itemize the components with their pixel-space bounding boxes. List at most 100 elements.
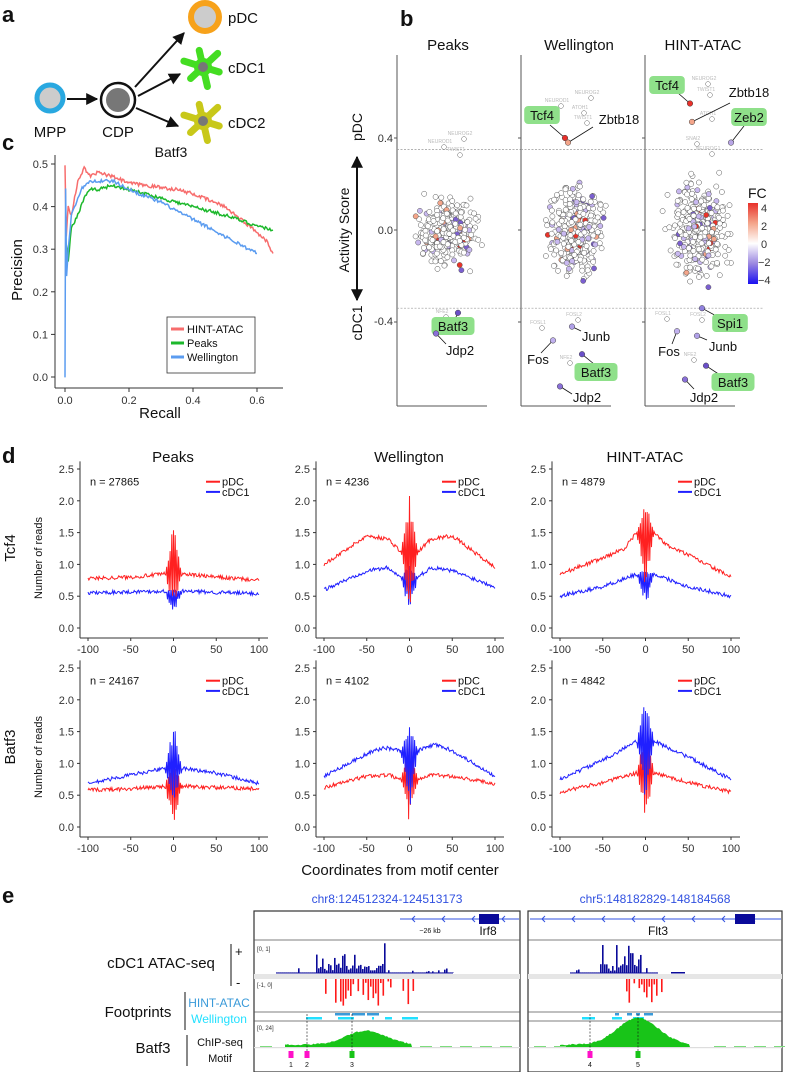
atac-plus-bar: [644, 972, 646, 973]
atac-minus-bar: [643, 979, 646, 993]
tf-point: [544, 222, 550, 229]
tf-point: [580, 196, 587, 203]
profile-plot-batf3-wellington: 0.0 0.5 1.0 1.5 2.0 2.5 -100 -50 0 50 100 n = 4102 p…: [295, 660, 504, 855]
atac-plus-bar: [574, 972, 576, 973]
tf-point: [581, 229, 588, 236]
tf-point: [556, 209, 562, 216]
y-tick-label: 2.0: [531, 695, 546, 707]
atac-minus-bar: [345, 979, 347, 999]
atac-minus-bar: [375, 979, 377, 994]
y-tick-label: 2.5: [295, 663, 310, 675]
tf-point: [688, 170, 695, 177]
tf-point: [420, 250, 426, 257]
tf-point: [716, 220, 723, 227]
hint-atac-label: HINT-ATAC: [188, 996, 250, 1010]
tf-point: [471, 210, 477, 217]
tf-point: [583, 243, 590, 249]
atac-minus-bar: [342, 979, 345, 1006]
atac-plus-bar: [598, 972, 600, 973]
motif-number: 1: [289, 1062, 293, 1069]
tf-point: [429, 237, 436, 243]
tf-point: [436, 243, 443, 250]
gene-label-junb: Junb: [582, 329, 610, 344]
y-tick-label: 0.0: [531, 822, 546, 834]
gene-label-fos: Fos: [658, 344, 680, 359]
panel-label-c: c: [2, 130, 14, 155]
x-tick-label: 50: [210, 644, 222, 656]
chip-scale: [0, 24]: [257, 1026, 274, 1032]
faint-tf-label: FOSL1: [655, 311, 671, 317]
tf-point: [581, 250, 588, 256]
atac-plus-bar: [340, 967, 342, 973]
tf-point: [551, 196, 558, 203]
legend-label: cDC1: [458, 487, 486, 499]
row-title: Batf3: [2, 729, 19, 764]
tf-point: [422, 237, 429, 244]
tf-point: [446, 230, 453, 237]
tf-point: [551, 263, 557, 269]
atac-plus-bar: [320, 966, 322, 973]
legend-label: cDC1: [694, 487, 722, 499]
atac-plus-bar: [304, 972, 306, 973]
atac-plus-bar: [352, 965, 354, 973]
y-tick-0.0: 0.0: [378, 225, 393, 237]
faint-tf-label: NFE2: [436, 309, 449, 315]
atac-plus-bar: [652, 972, 654, 973]
tf-point: [566, 211, 573, 218]
tf-point: [590, 232, 597, 239]
gene-point-jdp2: [432, 330, 440, 337]
y-tick-label: 2.0: [59, 496, 74, 508]
mpp-label: MPP: [34, 124, 67, 141]
faint-tf-label: NFE2: [560, 355, 573, 361]
profile-plot-tcf4-wellington: 0.0 0.5 1.0 1.5 2.0 2.5 -100 -50 0 50 100 n = 4236 p…: [295, 461, 504, 656]
gene-point-batf3: [702, 362, 710, 369]
atac-plus-bar: [654, 972, 656, 973]
x-tick-label: 50: [446, 843, 458, 855]
atac-plus-bar: [630, 953, 632, 973]
atac-plus-bar: [350, 968, 352, 973]
tf-point: [452, 220, 459, 227]
gene-label-junb: Junb: [709, 339, 737, 354]
motif-label: Motif: [208, 1053, 233, 1065]
x-tick-label: -50: [123, 843, 139, 855]
tf-point: [598, 233, 605, 240]
gene-point-junb: [568, 323, 576, 330]
strand-arrow-icon: [601, 915, 606, 923]
atac-plus-bar: [600, 964, 602, 973]
hint-atac-footprint: [335, 1013, 350, 1016]
profile-line-pdc: [87, 530, 260, 597]
atac-minus-bar: [407, 979, 410, 1005]
y-tick-label: 0.1: [33, 329, 48, 341]
tf-point: [709, 151, 715, 157]
atac-plus-bar: [624, 956, 626, 973]
y-tick-label: 2.0: [59, 695, 74, 707]
cdp-cell-icon: [99, 81, 137, 119]
atac-plus-bar: [632, 953, 634, 973]
tf-point: [575, 317, 581, 323]
panel-label-a: a: [2, 2, 15, 27]
atac-plus-bar: [292, 972, 294, 973]
tf-point: [569, 186, 576, 192]
colorbar-tick: 4: [761, 203, 767, 215]
atac-plus-bar: [300, 972, 302, 973]
atac-plus-bar: [318, 968, 320, 973]
tf-point: [666, 224, 673, 231]
cdc1-direction-label: cDC1: [349, 305, 365, 340]
locus-coordinate: chr5:148182829-148184568: [580, 892, 731, 906]
strand-arrow-icon: [631, 915, 636, 923]
atac-plus-bar: [572, 972, 574, 973]
n-sites-label: n = 4102: [326, 676, 369, 688]
tf-point: [667, 247, 674, 254]
track-separator: [254, 1047, 520, 1049]
colorbar-tick: −2: [758, 257, 771, 269]
tf-point: [461, 234, 467, 241]
faint-tf-label: SNAI2: [686, 136, 701, 142]
atac-plus-bar: [384, 943, 386, 973]
y-tick-label: 0.5: [295, 591, 310, 603]
atac-plus-bar: [616, 945, 618, 973]
tf-point: [441, 144, 447, 150]
atac-plus-bar: [440, 972, 442, 973]
tf-point: [673, 261, 680, 268]
chip-seq-signal: [560, 1017, 690, 1047]
